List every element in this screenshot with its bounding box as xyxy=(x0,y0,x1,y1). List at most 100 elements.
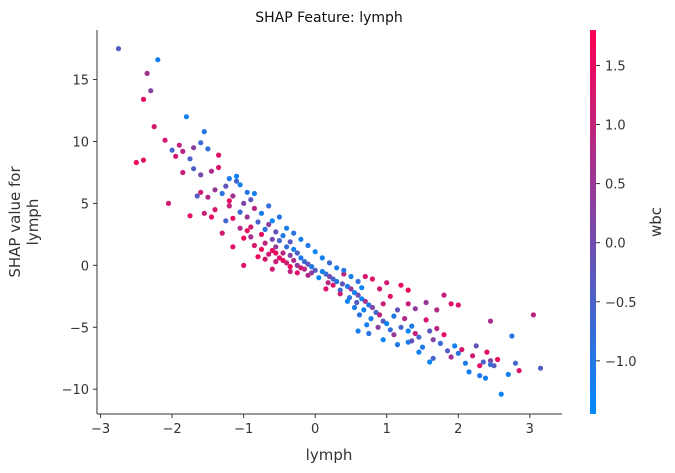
scatter-point xyxy=(269,218,275,224)
scatter-point xyxy=(262,256,268,262)
scatter-point xyxy=(201,129,207,135)
scatter-point xyxy=(430,355,436,361)
scatter-point xyxy=(212,187,218,193)
y-tick-label: −10 xyxy=(62,383,89,398)
scatter-point xyxy=(251,242,257,249)
scatter-point xyxy=(244,228,250,234)
scatter-point xyxy=(477,373,483,379)
scatter-point xyxy=(226,176,232,182)
scatter-point xyxy=(115,46,122,52)
scatter-point xyxy=(176,142,182,148)
scatter-point xyxy=(477,363,483,369)
scatter-point xyxy=(337,287,343,293)
scatter-point xyxy=(362,273,368,280)
scatter-point xyxy=(244,189,250,195)
scatter-point xyxy=(487,358,494,364)
y-tick-label: 0 xyxy=(81,259,89,274)
scatter-point xyxy=(355,292,361,298)
scatter-point xyxy=(437,340,443,346)
scatter-point xyxy=(155,57,161,63)
scatter-point xyxy=(419,344,426,350)
scatter-point xyxy=(230,244,236,250)
scatter-point xyxy=(194,193,200,199)
scatter-point xyxy=(169,147,175,153)
x-tick-label: 2 xyxy=(454,422,462,437)
scatter-point xyxy=(405,301,411,307)
scatter-point xyxy=(269,266,275,272)
scatter-point xyxy=(237,182,243,188)
x-tick-label: −2 xyxy=(163,422,182,437)
scatter-point xyxy=(356,312,363,318)
scatter-point xyxy=(216,164,222,171)
y-tick-label: −5 xyxy=(70,321,89,336)
points-layer xyxy=(115,46,544,397)
scatter-point xyxy=(487,318,494,324)
scatter-point xyxy=(427,328,433,334)
colorbar-tick-label: 0.5 xyxy=(605,178,626,193)
scatter-point xyxy=(226,198,232,204)
scatter-point xyxy=(334,265,340,271)
scatter-point xyxy=(208,214,215,220)
scatter-point xyxy=(375,324,381,330)
scatter-point xyxy=(276,214,282,220)
scatter-point xyxy=(284,244,290,250)
scatter-point xyxy=(530,312,537,318)
scatter-point xyxy=(298,265,304,271)
scatter-point xyxy=(537,365,544,371)
scatter-point xyxy=(187,156,193,162)
scatter-point xyxy=(409,338,415,344)
scatter-point xyxy=(198,172,204,178)
scatter-point xyxy=(441,292,447,298)
x-tick-label: 0 xyxy=(311,422,319,437)
scatter-point xyxy=(233,173,240,179)
scatter-point xyxy=(487,361,494,368)
scatter-point xyxy=(258,246,265,252)
scatter-point xyxy=(273,259,279,265)
colorbar xyxy=(590,30,596,414)
scatter-point xyxy=(287,239,293,245)
scatter-point xyxy=(255,219,261,225)
scatter-point xyxy=(305,272,311,278)
scatter-point xyxy=(344,298,350,304)
scatter-point xyxy=(509,333,515,339)
scatter-point xyxy=(241,235,247,241)
scatter-point xyxy=(291,257,297,263)
scatter-point xyxy=(316,275,322,281)
scatter-point xyxy=(377,286,383,292)
scatter-point xyxy=(384,280,390,286)
scatter-point xyxy=(216,152,222,158)
scatter-point xyxy=(223,183,229,189)
scatter-point xyxy=(512,360,519,366)
scatter-point xyxy=(341,267,347,273)
scatter-point xyxy=(430,337,436,343)
scatter-point xyxy=(162,137,168,143)
scatter-point xyxy=(351,304,358,311)
scatter-point xyxy=(368,316,374,322)
y-axis-title: SHAP value for lymph xyxy=(6,166,42,278)
scatter-point xyxy=(355,278,361,285)
scatter-point xyxy=(255,254,261,260)
scatter-point xyxy=(212,207,218,213)
scatter-point xyxy=(434,307,440,313)
scatter-point xyxy=(354,299,360,306)
scatter-point xyxy=(287,252,293,258)
x-ticks: −3 −2 −1 0 1 2 3 xyxy=(91,414,534,437)
scatter-point xyxy=(309,264,315,270)
colorbar-tick-label: −1.0 xyxy=(605,355,637,370)
scatter-point xyxy=(455,302,461,308)
scatter-point xyxy=(280,250,286,256)
scatter-point xyxy=(280,257,286,263)
scatter-point xyxy=(505,371,511,377)
scatter-point xyxy=(140,157,147,163)
scatter-point xyxy=(330,282,336,288)
scatter-point xyxy=(201,210,207,216)
scatter-point xyxy=(226,203,232,209)
scatter-point xyxy=(423,317,429,323)
scatter-point xyxy=(233,178,240,184)
colorbar-tick-label: −0.5 xyxy=(605,296,637,311)
x-axis-title: lymph xyxy=(306,446,353,464)
scatter-point xyxy=(180,169,186,176)
scatter-point xyxy=(398,324,404,330)
scatter-point xyxy=(248,197,254,203)
